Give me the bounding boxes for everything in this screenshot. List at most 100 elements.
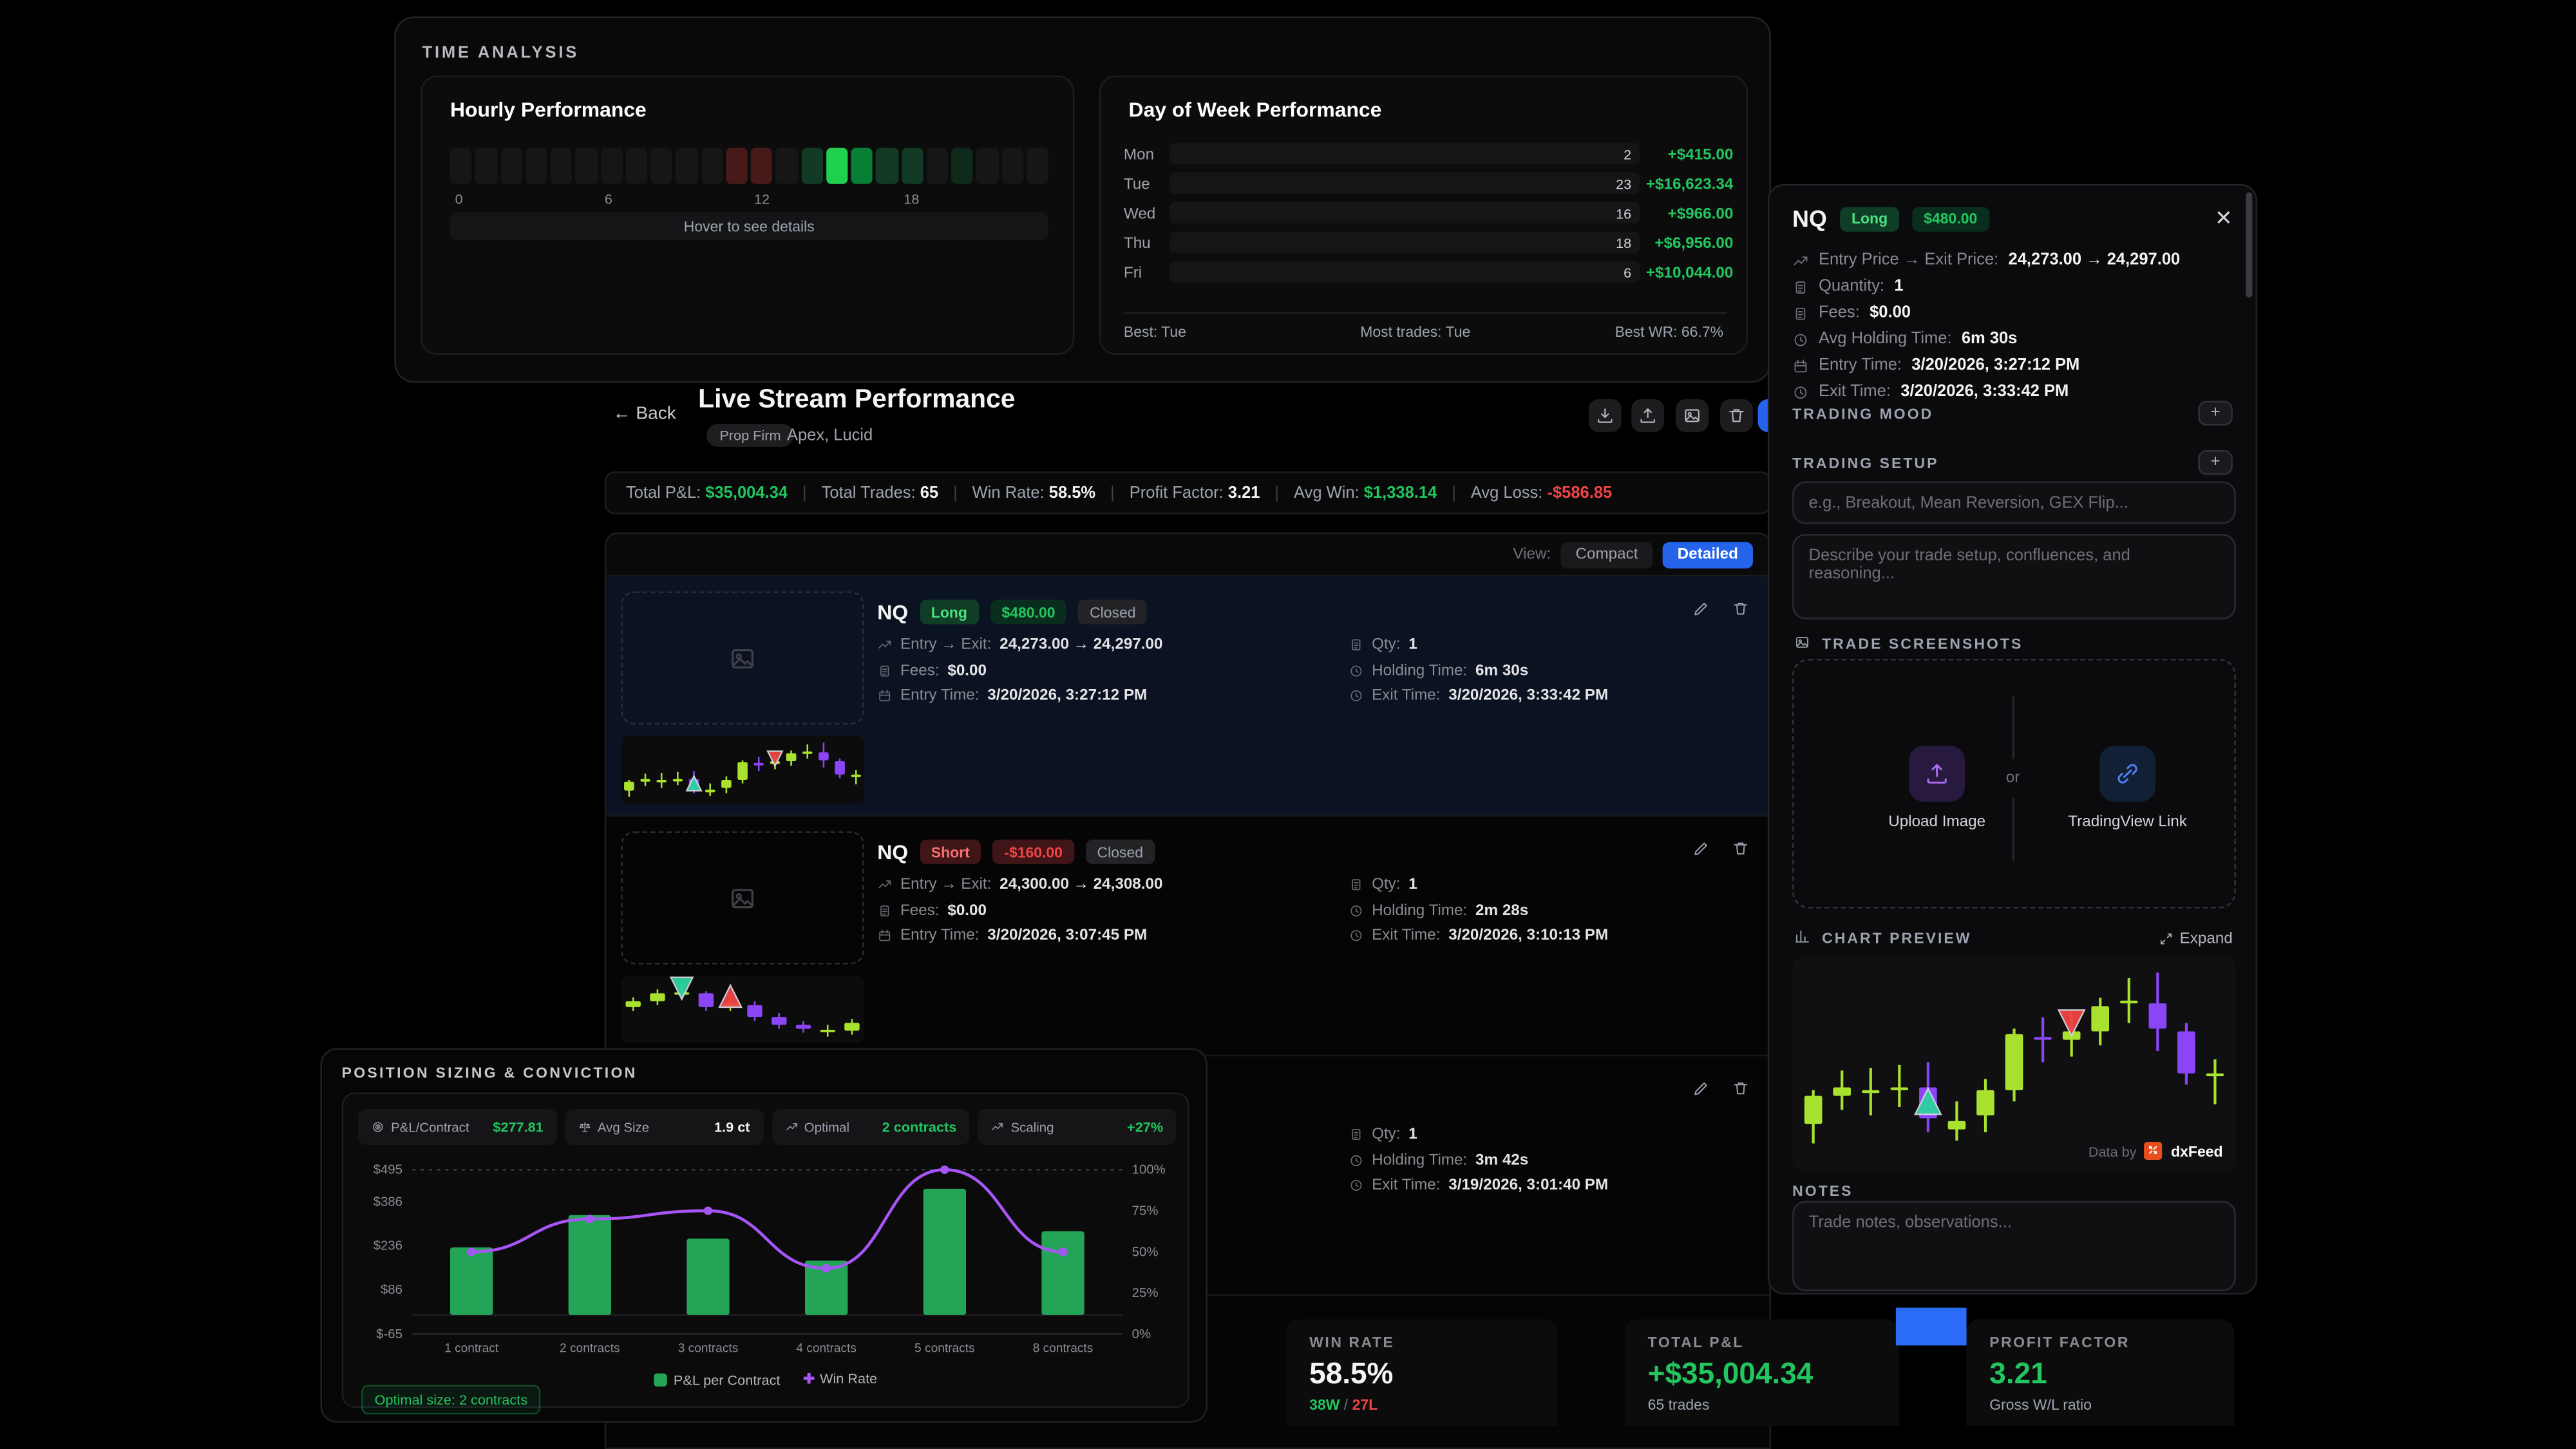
hourly-heatmap[interactable] [450,147,1048,184]
data-by-label: Data by [2088,1142,2137,1159]
pill-scaling: Scaling +27% [978,1108,1177,1146]
hour-tick: 12 [753,190,770,207]
notes-input[interactable]: Trade notes, observations... [1792,1200,2236,1292]
setup-description-input[interactable]: Describe your trade setup, confluences, … [1792,534,2236,620]
pnl-badge: -$160.00 [992,839,1074,864]
chart-preview-label: CHART PREVIEW [1792,928,1971,948]
delete-button[interactable] [1719,399,1753,432]
trade-row-2[interactable]: NQ Short -$160.00 Closed Entry → Exit: 24,… [606,817,1770,1057]
page-title: Live Stream Performance [698,386,1016,414]
hourly-title: Hourly Performance [450,99,647,122]
download-button[interactable] [1588,399,1622,432]
pill-avg-size: Avg Size 1.9 ct [564,1108,763,1146]
svg-text:4 contracts: 4 contracts [796,1341,857,1355]
position-sizing-chart: $495 $386 $236 $86 $-65 100% 75% 50% 25% 0% 1 cont… [374,1163,1166,1356]
dow-best-wr: Best WR: 66.7% [1615,323,1724,341]
trade-screenshots-label: TRADE SCREENSHOTS [1792,634,2023,654]
pill-optimal: Optimal 2 contracts [771,1108,970,1146]
hour-cell-4[interactable] [550,147,573,184]
notes-label: NOTES [1792,1182,1853,1200]
upload-icon [1924,761,1950,787]
hour-cell-16[interactable] [851,147,873,184]
hour-cell-1[interactable] [475,147,497,184]
hour-cell-10[interactable] [701,147,723,184]
hourly-performance-card: Hourly Performance 0 6 12 18 Hover to see d… [421,75,1075,355]
screenshot-placeholder[interactable] [621,831,864,965]
svg-text:100%: 100% [1132,1163,1166,1177]
hour-cell-17[interactable] [876,147,898,184]
tradingview-link-option[interactable]: TradingView Link [2045,746,2210,831]
profit-factor-sub: Gross W/L ratio [1989,1396,2092,1413]
hour-cell-7[interactable] [625,147,648,184]
hour-cell-11[interactable] [725,147,748,184]
optimal-size-badge: Optimal size: 2 contracts [361,1385,541,1415]
hour-cell-23[interactable] [1026,147,1048,184]
trading-setup-label: TRADING SETUP [1792,455,1939,472]
screenshot-placeholder[interactable] [621,591,864,724]
side-badge: Long [919,600,979,625]
dow-most-trades: Most trades: Tue [1360,323,1471,341]
export-button[interactable] [1631,399,1665,432]
detail-row: Fees: $0.00 [1792,304,2180,322]
setup-name-input[interactable]: e.g., Breakout, Mean Reversion, GEX Flip… [1792,481,2236,524]
scrollbar[interactable] [2246,192,2252,298]
svg-text:$495: $495 [374,1163,402,1177]
hour-cell-6[interactable] [600,147,623,184]
add-mood-button[interactable]: + [2198,401,2233,426]
detail-row: Entry Price → Exit Price: 24,273.00 → 24,… [1792,251,2180,269]
close-icon[interactable]: ✕ [2215,205,2233,231]
hour-cell-9[interactable] [676,147,697,184]
hover-hint: Hover to see details [450,212,1048,240]
hour-cell-15[interactable] [826,147,848,184]
expand-button[interactable]: Expand [2158,930,2233,948]
hour-cell-21[interactable] [976,147,998,184]
stat-avg-win-: Avg Win: $1,338.14 [1294,484,1437,502]
detail-side-badge: Long [1840,206,1899,231]
hour-cell-12[interactable] [750,147,773,184]
stat-avg-loss-: Avg Loss: -$586.85 [1470,484,1613,502]
trash-icon[interactable] [1732,1076,1750,1095]
add-setup-button[interactable]: + [2198,450,2233,475]
hour-cell-20[interactable] [951,147,973,184]
total-pnl-card: TOTAL P&L +$35,004.34 65 trades [1624,1319,1899,1426]
dow-row-tue: Tue 23 +$16,623.34 [1124,172,1733,194]
hour-cell-18[interactable] [901,147,923,184]
trade-row-1[interactable]: NQ Long $480.00 Closed Entry → Exit: 24,27… [606,576,1770,817]
image-button[interactable] [1676,399,1709,432]
profit-factor-label: PROFIT FACTOR [1989,1334,2130,1350]
hour-cell-19[interactable] [926,147,948,184]
position-sizing-title: POSITION SIZING & CONVICTION [341,1065,638,1081]
stat-total-trades-: Total Trades: 65 [821,484,939,502]
hour-cell-2[interactable] [500,147,522,184]
time-analysis-panel: TIME ANALYSIS Hourly Performance 0 6 12 18 … [394,16,1771,383]
hour-cell-3[interactable] [525,147,547,184]
hour-cell-22[interactable] [1001,147,1023,184]
dow-row-mon: Mon 2 +$415.00 [1124,142,1733,165]
detail-symbol: NQ [1792,205,1827,232]
time-analysis-title: TIME ANALYSIS [422,44,580,62]
back-button[interactable]: ← Back [612,404,676,424]
trash-icon[interactable] [1732,596,1750,615]
view-detailed-button[interactable]: Detailed [1662,541,1753,568]
edit-icon[interactable] [1692,1076,1710,1095]
edit-icon[interactable] [1692,596,1710,616]
chart-legend: P&L per Contract ✚ Win Rate [343,1370,1188,1388]
hour-cell-5[interactable] [575,147,598,184]
detail-pnl-badge: $480.00 [1912,206,1989,231]
dow-best: Best: Tue [1123,323,1186,341]
legend-bar-swatch [654,1372,667,1386]
upload-image-option[interactable]: Upload Image [1855,746,2019,831]
hour-cell-0[interactable] [450,147,472,184]
svg-text:$86: $86 [381,1283,402,1297]
trash-icon[interactable] [1732,836,1750,855]
hour-cell-14[interactable] [800,147,823,184]
detail-row: Exit Time: 3/20/2026, 3:33:42 PM [1792,383,2180,401]
hour-cell-8[interactable] [650,147,673,184]
view-compact-button[interactable]: Compact [1560,541,1653,568]
win-rate-value: 58.5% [1309,1357,1394,1390]
preview-candles [1804,972,2224,1144]
hour-cell-13[interactable] [775,147,798,184]
screenshot-dropzone[interactable]: Upload Image or TradingView Link [1792,658,2236,909]
edit-icon[interactable] [1692,836,1710,855]
legend-line-swatch: ✚ [803,1370,815,1387]
